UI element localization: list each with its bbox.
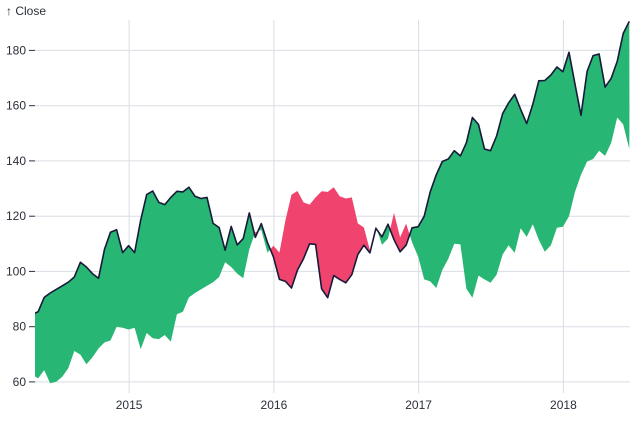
x-axis: 2015 2016 2017 2018: [116, 398, 577, 412]
y-tick-label: 140: [6, 154, 26, 168]
x-tick-label: 2016: [261, 398, 288, 412]
close-line: [35, 21, 630, 314]
negative-area: [35, 117, 630, 315]
x-tick-label: 2018: [550, 398, 577, 412]
series-layer: [35, 21, 630, 384]
y-tick-label: 120: [6, 209, 26, 223]
y-tick-label: 60: [13, 375, 27, 389]
y-axis-label: ↑ Close: [6, 4, 47, 18]
x-tick-label: 2015: [116, 398, 143, 412]
y-tick-label: 80: [13, 320, 27, 334]
x-tick-label: 2017: [405, 398, 432, 412]
y-tick-label: 100: [6, 264, 26, 278]
y-tick-label: 180: [6, 43, 26, 57]
y-tick-label: 160: [6, 99, 26, 113]
y-axis: 60 80 100 120 140 160 180: [6, 43, 35, 389]
